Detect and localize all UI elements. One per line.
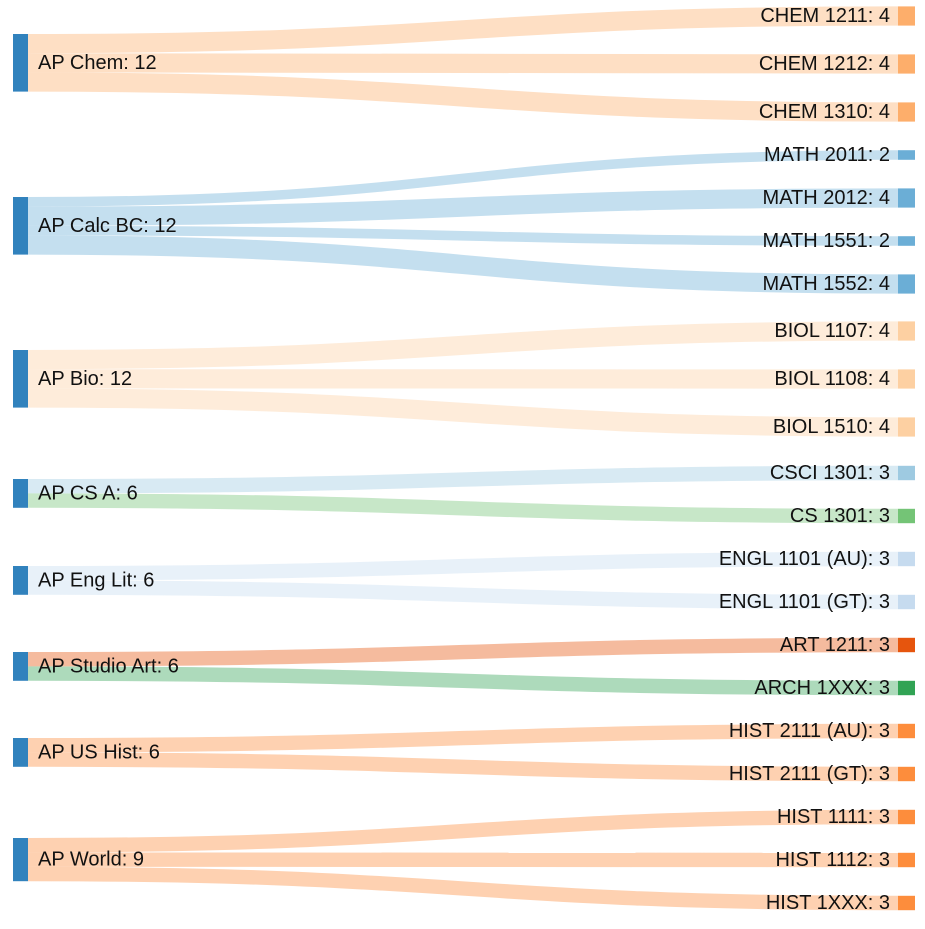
link-apstudioart-art1211 [27,637,899,667]
target-label-hist1112: HIST 1112: 3 [775,849,890,871]
target-node-biol1510 [898,417,915,437]
target-label-biol1108: BIOL 1108: 4 [774,368,890,390]
source-label-apworld: AP World: 9 [38,849,144,871]
link-apbio-biol1107 [27,321,899,370]
target-label-math1552: MATH 1552: 4 [763,273,890,295]
source-node-apstudioart [13,652,28,681]
target-node-cs1301 [898,508,915,524]
target-label-math2011: MATH 2011: 2 [764,144,890,166]
link-apushist-hist2111au [27,723,899,753]
link-apcalc-math1552 [27,235,899,294]
target-label-hist2111gt: HIST 2111 (GT): 3 [729,763,890,785]
link-apchem-chem1310 [27,72,899,122]
target-node-hist2111gt [898,766,915,782]
link-apushist-hist2111gt [27,752,899,782]
target-label-chem1310: CHEM 1310: 4 [759,101,890,123]
link-apworld-hist1xxx [27,866,899,911]
target-node-hist1112 [898,852,915,868]
target-label-biol1510: BIOL 1510: 4 [773,416,890,438]
source-label-apenglit: AP Eng Lit: 6 [38,569,154,591]
target-node-math1552 [898,274,915,294]
source-label-apcalc: AP Calc BC: 12 [38,215,177,237]
target-node-engl1101gt [898,594,915,610]
target-node-biol1108 [898,369,915,389]
target-node-hist1111 [898,809,915,825]
source-label-apcsa: AP CS A: 6 [38,482,138,504]
source-node-apcalc [13,197,28,255]
source-node-apenglit [13,566,28,595]
link-apcalc-math2012 [27,188,899,226]
target-label-hist1111: HIST 1111: 3 [777,806,890,828]
target-label-math1551: MATH 1551: 2 [763,230,890,252]
target-label-hist2111au: HIST 2111 (AU): 3 [729,720,890,742]
source-node-apbio [13,350,28,408]
target-node-chem1211 [898,6,915,26]
target-label-math2012: MATH 2012: 4 [763,187,890,209]
target-node-biol1107 [898,321,915,341]
target-node-hist2111au [898,723,915,739]
target-node-math2011 [898,150,915,160]
target-label-biol1107: BIOL 1107: 4 [774,320,890,342]
target-node-art1211 [898,637,915,653]
target-label-chem1212: CHEM 1212: 4 [759,53,890,75]
target-node-csci1301 [898,465,915,481]
source-label-apstudioart: AP Studio Art: 6 [38,655,179,677]
target-label-engl1101au: ENGL 1101 (AU): 3 [719,548,890,570]
target-label-art1211: ART 1211: 3 [780,634,890,656]
target-label-engl1101gt: ENGL 1101 (GT): 3 [719,591,890,613]
source-node-apchem [13,34,28,92]
link-apenglit-engl1101au [27,551,899,581]
link-apenglit-engl1101gt [27,580,899,610]
link-apcalc-math1551 [27,225,899,246]
source-label-apchem: AP Chem: 12 [38,52,157,74]
link-apcsa-csci1301 [27,465,899,494]
target-node-arch1xxx [898,680,915,696]
link-apworld-hist1111 [27,809,899,853]
target-node-chem1212 [898,54,915,74]
link-apchem-chem1211 [27,6,899,54]
source-node-apcsa [13,479,28,508]
target-node-math1551 [898,236,915,246]
source-label-apbio: AP Bio: 12 [38,368,132,390]
target-label-cs1301: CS 1301: 3 [790,505,890,527]
target-node-hist1xxx [898,895,915,911]
labels-layer: AP Chem: 12 AP Calc BC: 12 AP Bio: 12 AP CS… [38,5,890,914]
link-apbio-biol1510 [27,388,899,437]
source-node-apushist [13,738,28,767]
target-node-engl1101au [898,551,915,567]
link-apcalc-math2011 [27,150,899,207]
target-label-chem1211: CHEM 1211: 4 [760,5,890,27]
link-apchem-chem1212 [27,53,899,74]
link-apstudioart-arch1xxx [27,666,899,696]
links-layer [27,6,899,911]
target-node-chem1310 [898,102,915,122]
link-apcsa-cs1301 [27,493,899,524]
target-label-hist1xxx: HIST 1XXX: 3 [766,892,890,914]
target-label-arch1xxx: ARCH 1XXX: 3 [754,677,890,699]
source-node-apworld [13,838,28,882]
nodes-layer [13,6,915,911]
source-label-apushist: AP US Hist: 6 [38,741,160,763]
target-label-csci1301: CSCI 1301: 3 [770,462,890,484]
target-node-math2012 [898,188,915,208]
